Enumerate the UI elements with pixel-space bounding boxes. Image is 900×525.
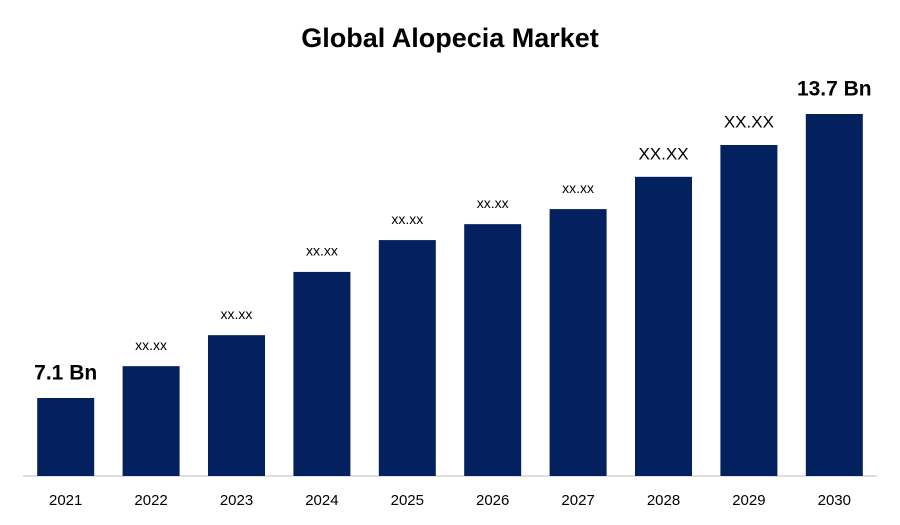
value-label: xx.xx	[221, 306, 253, 322]
value-label: XX.XX	[724, 112, 774, 131]
x-tick-label: 2028	[647, 492, 680, 509]
x-tick-label: 2021	[49, 492, 82, 509]
value-label: xx.xx	[477, 195, 509, 211]
x-tick-label: 2027	[561, 492, 594, 509]
value-label: 13.7 Bn	[797, 78, 872, 101]
x-tick-label: 2030	[818, 492, 851, 509]
x-tick-label: 2025	[391, 492, 424, 509]
bar	[122, 366, 180, 476]
bar	[293, 271, 351, 476]
bar	[720, 144, 778, 476]
x-tick-label: 2022	[134, 492, 167, 509]
bar	[464, 224, 522, 476]
x-tick-label: 2024	[305, 492, 338, 509]
value-label: xx.xx	[562, 180, 594, 196]
chart-title: Global Alopecia Market	[301, 23, 599, 53]
x-tick-label: 2026	[476, 492, 509, 509]
value-label: xx.xx	[306, 243, 338, 259]
x-tick-label: 2029	[732, 492, 765, 509]
value-label: xx.xx	[391, 211, 423, 227]
bar	[208, 335, 265, 476]
bar	[635, 176, 692, 476]
value-label: xx.xx	[135, 337, 167, 353]
bar	[549, 209, 607, 476]
value-label: 7.1 Bn	[34, 362, 97, 385]
value-label: XX.XX	[638, 144, 688, 163]
bar	[37, 398, 95, 476]
bar	[805, 114, 863, 476]
x-tick-label: 2023	[220, 492, 253, 509]
bar	[378, 240, 436, 476]
